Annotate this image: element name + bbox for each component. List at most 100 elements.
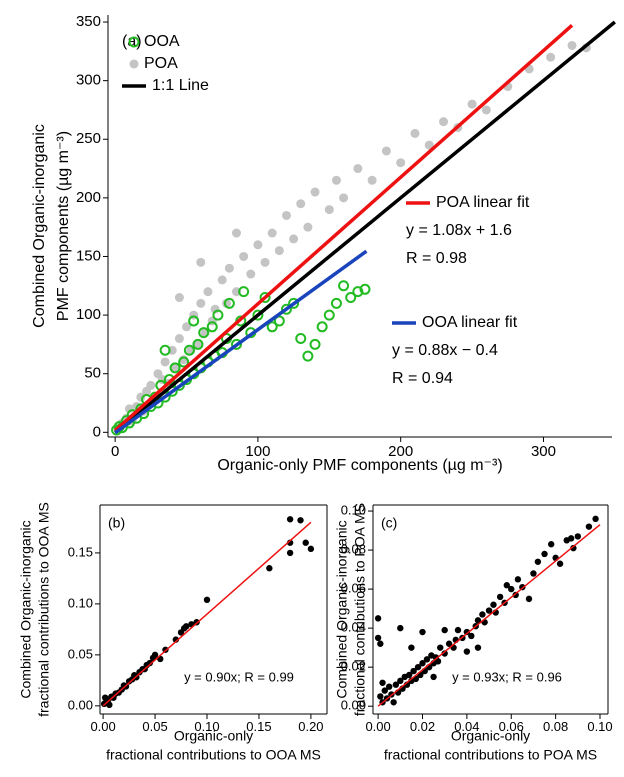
point (316, 321, 328, 333)
point (331, 175, 341, 185)
point (359, 283, 371, 295)
point (174, 334, 184, 344)
point (390, 699, 397, 706)
point (441, 626, 448, 634)
y-tick-label: 0.10 (68, 595, 93, 610)
y-tick-label: 0 (93, 423, 101, 440)
x-tick-label: 0.20 (298, 719, 323, 734)
point (546, 52, 556, 62)
point (463, 648, 471, 655)
point (454, 626, 462, 634)
point (508, 585, 515, 593)
point (397, 677, 404, 685)
point (512, 591, 519, 599)
panel-label: (b) (108, 515, 125, 531)
point (514, 576, 522, 583)
line (114, 249, 368, 435)
point (274, 246, 284, 256)
point (474, 644, 482, 651)
point (556, 560, 564, 567)
x-tick-label: 200 (388, 443, 413, 460)
fit-annotation: R = 0.98 (406, 250, 467, 267)
point (188, 315, 200, 327)
y-tick-label: 0.06 (341, 581, 366, 596)
point (281, 210, 291, 220)
point (288, 297, 300, 309)
point (296, 199, 306, 209)
y-tick-label: 0.00 (68, 697, 93, 712)
y-tick-label: 0.00 (341, 698, 366, 713)
point (303, 222, 313, 232)
point (297, 517, 304, 524)
point (547, 541, 555, 548)
point (239, 251, 249, 261)
point (397, 624, 404, 632)
y-tick-label: 0.04 (341, 620, 366, 635)
point (183, 344, 195, 356)
point (193, 339, 203, 349)
y-axis-label: fractional contributions to POA MS (352, 503, 368, 716)
point (198, 327, 210, 339)
x-tick-label: 0.10 (194, 719, 219, 734)
point (353, 164, 363, 174)
point (230, 338, 242, 350)
point (479, 611, 486, 618)
point (585, 523, 593, 530)
point (160, 357, 170, 367)
point (352, 286, 364, 298)
point (259, 292, 271, 304)
point (374, 615, 382, 622)
point (339, 193, 349, 203)
point (310, 187, 320, 197)
y-axis-label: Combined Organic-inorganic (334, 520, 350, 698)
legend-label: POA (144, 55, 178, 72)
point (309, 338, 321, 350)
point (330, 297, 342, 309)
point (423, 656, 431, 663)
point (196, 298, 206, 308)
x-tick-label: 100 (245, 443, 270, 460)
point (419, 628, 426, 636)
point (405, 671, 413, 679)
line (102, 521, 312, 707)
point (377, 640, 384, 647)
point (439, 117, 449, 127)
point (183, 623, 190, 630)
point (253, 240, 263, 250)
y-tick-label: 100 (76, 306, 101, 323)
line (113, 24, 574, 432)
y-axis-label: fractional contributions to OOA MS (36, 502, 52, 717)
y-axis-label: Combined Organic-inorganic (18, 520, 34, 698)
point (379, 679, 386, 686)
point (260, 257, 270, 267)
point (374, 634, 382, 642)
point (136, 392, 146, 402)
y-tick-label: 300 (76, 72, 101, 89)
point (273, 315, 285, 327)
panel: 0.00 0.05 0.10 0.15 0.200.000.050.100.15Orga… (18, 502, 328, 763)
point (217, 275, 227, 285)
legend-swatch (129, 59, 139, 69)
point (377, 693, 384, 700)
point (222, 298, 232, 308)
point (203, 287, 213, 297)
point (490, 601, 497, 608)
panel: 0 100 200 300 0 50 100 150 200 250 300 350 Organic-o… (31, 13, 616, 474)
point (485, 607, 493, 614)
x-tick-label: 0.15 (246, 719, 271, 734)
point (231, 228, 241, 238)
point (302, 539, 309, 546)
point (434, 658, 442, 665)
point (266, 321, 278, 333)
x-axis-label: Organic-only (451, 728, 530, 744)
fit-annotation: y = 0.93x; R = 0.96 (452, 669, 562, 684)
point (496, 593, 504, 601)
y-axis-label: PMF components (µg m⁻³) (55, 131, 72, 321)
legend-label: OOA linear fit (422, 314, 518, 331)
point (441, 650, 448, 657)
point (525, 595, 533, 603)
point (567, 40, 577, 50)
point (592, 515, 599, 523)
point (224, 263, 234, 273)
point (238, 286, 250, 298)
